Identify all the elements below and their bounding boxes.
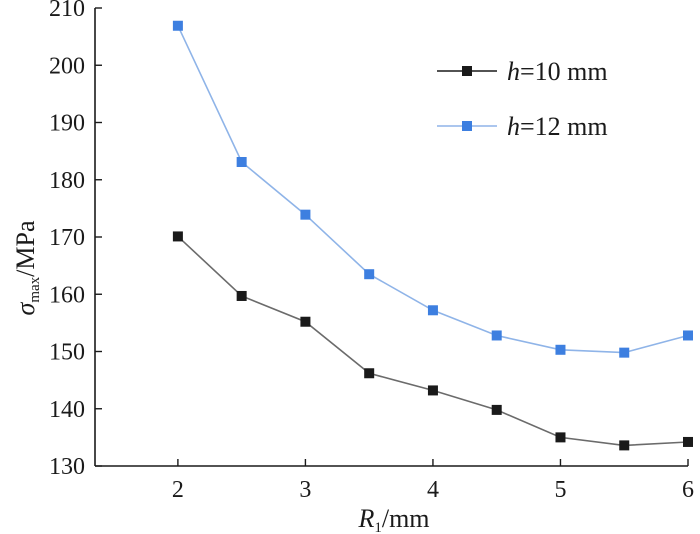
data-point [555, 344, 566, 355]
data-point [300, 209, 311, 220]
data-point [236, 157, 247, 168]
series-h12 [172, 20, 693, 358]
y-tick-label: 130 [49, 454, 85, 480]
x-tick-label: 4 [427, 477, 439, 503]
data-point [619, 347, 630, 358]
legend-var-h12: h [507, 112, 520, 141]
legend-item-h10: h=10 mm [437, 57, 608, 86]
y-tick-label: 210 [49, 0, 85, 22]
data-point [683, 436, 693, 447]
legend-label-h12: h=12 mm [507, 112, 608, 141]
y-axis-unit: /MPa [11, 220, 40, 277]
y-axis-symbol: σ [11, 302, 40, 316]
legend-var-h10: h [507, 57, 520, 86]
series-line [177, 235, 689, 447]
data-point [300, 316, 311, 327]
legend-rest-h10: =10 mm [520, 57, 608, 86]
y-axis-subscript: max [27, 276, 43, 302]
y-tick-label: 140 [49, 397, 85, 423]
y-tick-label: 200 [49, 53, 85, 79]
x-tick-label: 2 [172, 477, 184, 503]
y-tick-label: 190 [49, 111, 85, 137]
y-tick-label: 150 [49, 340, 85, 366]
legend-rest-h12: =12 mm [520, 112, 608, 141]
x-tick-label: 5 [554, 477, 566, 503]
data-point [364, 269, 375, 280]
data-point [555, 432, 566, 443]
legend-label-h10: h=10 mm [507, 57, 608, 86]
data-point [172, 20, 183, 31]
x-axis-unit: /mm [382, 504, 430, 533]
data-point [236, 290, 247, 301]
data-point [364, 368, 375, 379]
series-h10 [172, 231, 693, 451]
y-tick-label: 170 [49, 225, 85, 251]
series-layer [172, 20, 693, 451]
legend: h=10 mm h=12 mm [437, 57, 608, 141]
y-axis-title: σmax/MPa [11, 220, 43, 315]
y-tick-label: 180 [49, 168, 85, 194]
x-axis-title: R1/mm [357, 504, 429, 534]
series-line [177, 25, 689, 354]
data-point [683, 330, 693, 341]
legend-marker-h12 [462, 121, 472, 131]
x-tick-label: 3 [299, 477, 311, 503]
x-axis-symbol: R [357, 504, 374, 533]
legend-marker-h10 [462, 66, 472, 76]
data-point [172, 231, 183, 242]
y-ticks: 130 140 150 160 170 180 190 200 210 [49, 0, 102, 480]
y-tick-label: 160 [49, 282, 85, 308]
x-ticks: 2 3 4 5 6 [172, 459, 694, 503]
data-point [427, 385, 438, 396]
data-point [427, 305, 438, 316]
data-point [491, 404, 502, 415]
data-point [491, 330, 502, 341]
legend-item-h12: h=12 mm [437, 112, 608, 141]
x-tick-label: 6 [682, 477, 694, 503]
data-point [619, 440, 630, 451]
x-axis-subscript: 1 [374, 520, 382, 534]
